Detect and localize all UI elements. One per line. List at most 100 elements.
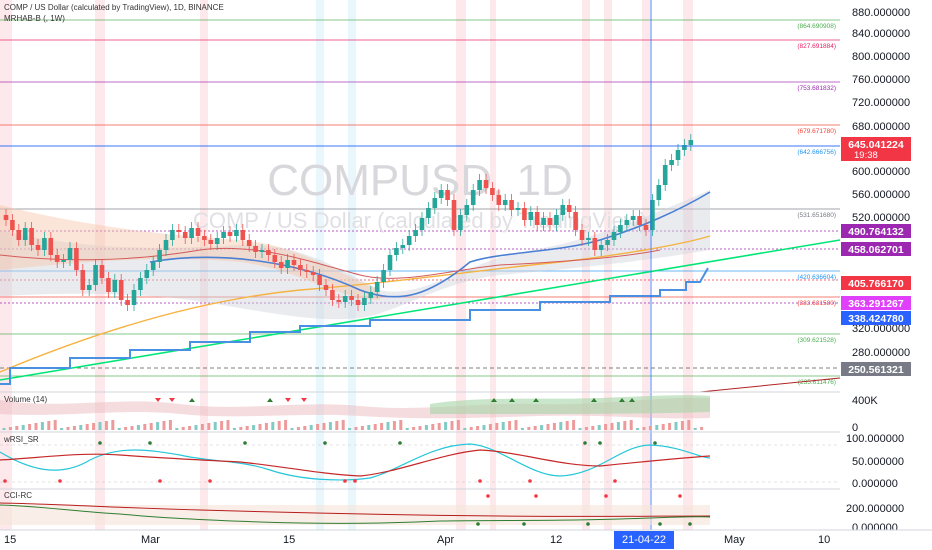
volume-bar (328, 422, 332, 430)
candle-body (682, 145, 687, 150)
candle-body (598, 245, 604, 250)
candle-body (131, 290, 137, 305)
volume-bar (392, 421, 396, 430)
volume-bar (220, 421, 224, 430)
level-line-label: (420.636604) (797, 274, 836, 281)
candle-body (534, 212, 540, 225)
candle-body (502, 200, 508, 205)
wrsi-signal-up (598, 441, 602, 445)
wrsi-signal-down (353, 479, 357, 483)
candle-body (400, 245, 406, 248)
candle-body (317, 275, 322, 285)
volume-bar (104, 421, 108, 430)
candle-body (541, 218, 546, 225)
candle-body (458, 215, 463, 230)
volume-bar (207, 423, 211, 430)
wrsi-pane[interactable] (0, 441, 840, 483)
wrsi-signal-up (98, 441, 102, 445)
volume-bar (476, 426, 480, 430)
candle-body (630, 216, 636, 220)
candle-body (342, 296, 348, 302)
candle-body (586, 238, 591, 240)
current-price-value: 645.041224 (848, 139, 904, 151)
volume-bar (8, 427, 12, 430)
candle-body (426, 208, 431, 218)
volume-bar (264, 423, 268, 430)
wrsi-signal-up (583, 441, 587, 445)
highlight-band (0, 0, 12, 530)
candle-body (118, 280, 124, 300)
wrsi-tick-50: 50.000000 (852, 456, 904, 468)
volume-pane[interactable] (0, 395, 710, 430)
cci-pane[interactable] (0, 494, 711, 526)
wrsi-signal-up (653, 441, 657, 445)
volume-bar (271, 422, 275, 430)
volume-bar (245, 426, 249, 430)
volume-bar (405, 428, 409, 430)
candle-body (522, 208, 527, 220)
step-support-line (0, 267, 709, 385)
price-axis[interactable] (840, 0, 932, 530)
volume-up-marker (267, 398, 273, 402)
volume-bar (200, 424, 204, 430)
candle-body (490, 188, 495, 195)
volume-bar (431, 424, 435, 430)
candle-body (528, 212, 534, 220)
candle-body (202, 236, 207, 240)
volume-bar (232, 428, 236, 430)
support-trend-line[interactable] (0, 239, 841, 381)
candle-body (579, 230, 585, 240)
candle-body (656, 185, 662, 200)
volume-bar (98, 422, 102, 430)
price-badge-value: 458.062701 (848, 244, 904, 256)
candle-body (112, 280, 118, 292)
price-tick: 760.000000 (852, 74, 910, 86)
wrsi-tick-0: 0.000000 (852, 478, 898, 490)
volume-bar (348, 428, 352, 430)
candle-body (419, 218, 425, 230)
volume-bar (360, 426, 364, 430)
volume-bar (136, 425, 140, 430)
volume-bar (655, 425, 659, 430)
volume-bar (322, 423, 326, 430)
volume-bar (284, 420, 288, 430)
candle-body (368, 292, 374, 298)
ma-blue (149, 191, 711, 298)
candle-body (189, 228, 194, 238)
volume-bar (642, 427, 646, 430)
price-tick: 320.000000 (852, 323, 910, 335)
volume-bar (34, 423, 38, 430)
volume-bar (72, 426, 76, 430)
wrsi-tick-100: 100.000000 (846, 433, 904, 445)
volume-bar (92, 423, 96, 430)
volume-bar (162, 421, 166, 430)
candle-body (387, 255, 393, 270)
wrsi-signal-up (148, 441, 152, 445)
wrsi-signal-down (208, 479, 212, 483)
volume-bar (85, 424, 89, 430)
candle-body (413, 230, 418, 236)
price-badge (841, 242, 911, 256)
wrsi-signal-up (398, 441, 402, 445)
time-axis[interactable] (0, 530, 932, 550)
level-line-label: (383.631580) (797, 300, 836, 307)
level-line-label: (753.681832) (797, 85, 836, 92)
volume-bar (290, 428, 294, 430)
volume-bar (367, 425, 371, 430)
candle-body (234, 230, 239, 236)
time-highlight-label: 21-04-22 (622, 534, 666, 546)
volume-bar (143, 424, 147, 430)
current-price-badge (841, 137, 911, 161)
highlight-band (604, 0, 612, 530)
candle-body (61, 260, 66, 262)
wrsi-signal-down (3, 479, 7, 483)
volume-bar (700, 427, 704, 430)
chart-title: COMP / US Dollar (calculated by TradingV… (4, 3, 224, 12)
cloud-band (0, 205, 380, 300)
candle-body (10, 220, 15, 230)
candle-body (560, 205, 566, 215)
candle-body (106, 278, 111, 292)
volume-bar (399, 420, 403, 430)
